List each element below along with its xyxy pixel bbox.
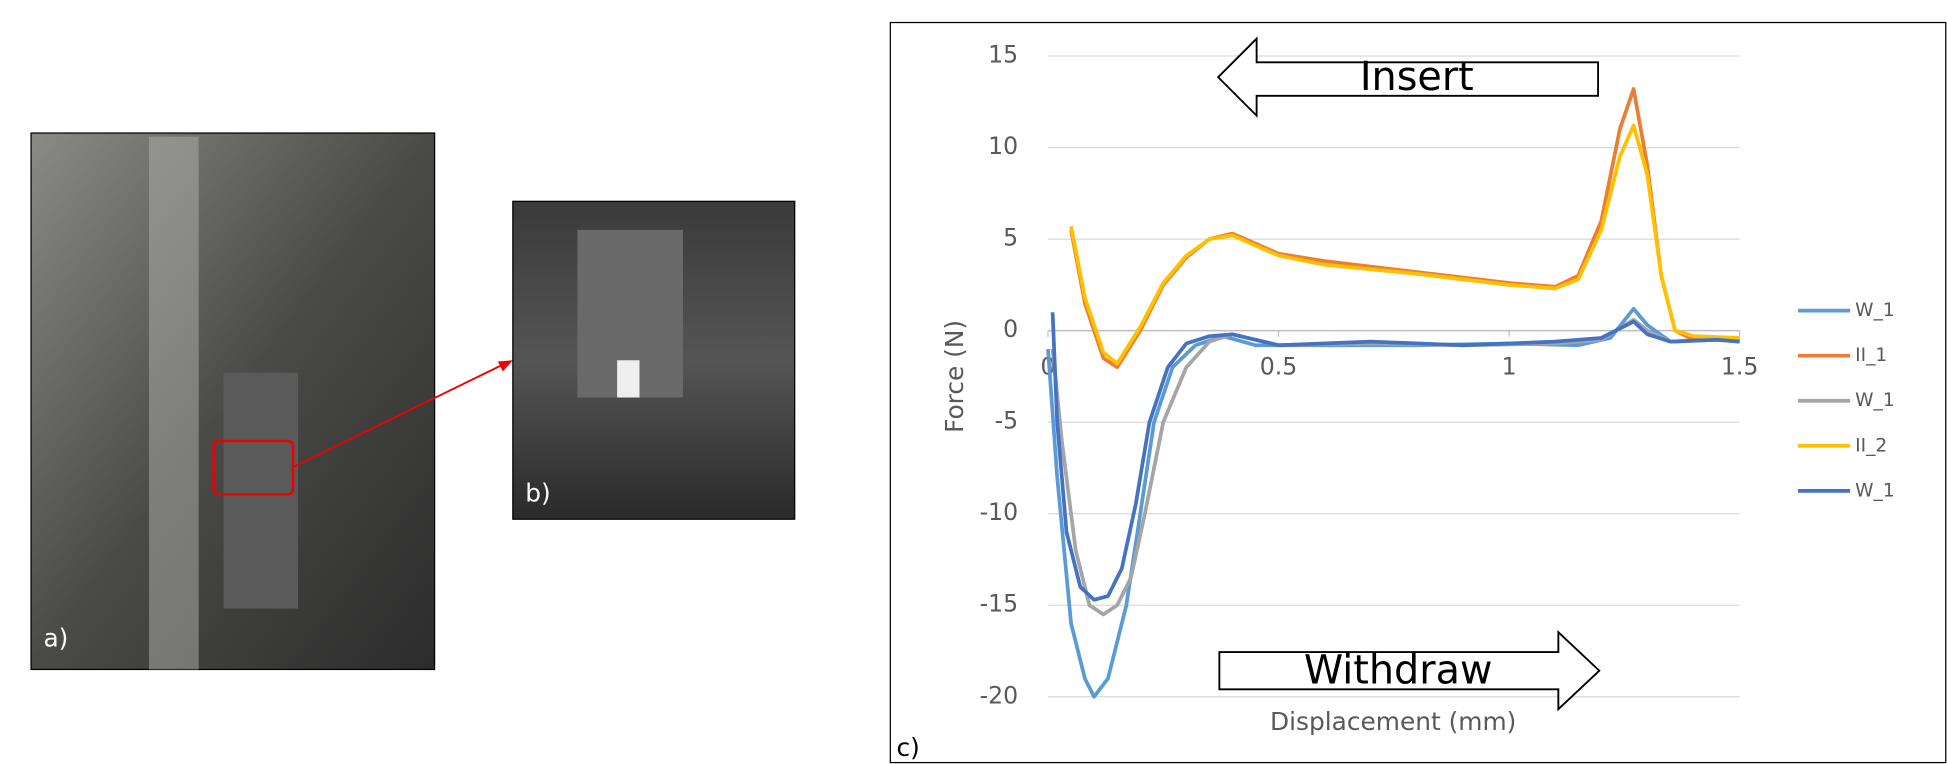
annotation: Insert xyxy=(1360,54,1474,100)
series-line xyxy=(1050,317,1740,617)
series-line xyxy=(1069,123,1740,366)
y-tick-label: 0 xyxy=(1003,315,1018,343)
withdraw-arrow xyxy=(1218,630,1601,712)
y-tick-label: 10 xyxy=(988,132,1018,160)
legend-label: II_1 xyxy=(1855,345,1887,366)
pointer-arrow-head xyxy=(497,360,513,372)
photo-a-detail xyxy=(223,372,299,609)
pointer-arrow xyxy=(292,363,505,468)
y-tick-label: -15 xyxy=(980,590,1019,618)
insert-arrow xyxy=(1216,36,1600,118)
panel-label: b) xyxy=(525,478,550,507)
photo-a-detail xyxy=(149,136,199,670)
y-tick-label: -10 xyxy=(980,498,1019,526)
y-axis-label: Force (N) xyxy=(940,320,969,433)
legend-label: W_1 xyxy=(1855,390,1895,411)
panel-label: a) xyxy=(43,624,68,653)
photo-b-detail xyxy=(617,360,640,398)
y-tick-label: 5 xyxy=(1003,224,1018,252)
legend-label: W_1 xyxy=(1855,480,1895,501)
highlight-box xyxy=(212,439,295,496)
x-axis-label: Displacement (mm) xyxy=(1270,707,1516,736)
plot xyxy=(1046,87,1740,699)
x-tick-label: 0.5 xyxy=(1260,352,1297,380)
y-tick-label: -5 xyxy=(995,407,1019,435)
legend-label: W_1 xyxy=(1855,300,1895,321)
x-tick-label: 1 xyxy=(1502,352,1517,380)
series-line xyxy=(1050,312,1740,602)
y-tick-label: 15 xyxy=(988,41,1018,69)
panel-label: c) xyxy=(897,733,920,762)
annotation: Withdraw xyxy=(1304,648,1493,694)
legend-label: II_2 xyxy=(1855,435,1887,456)
y-tick-label: -20 xyxy=(980,681,1019,709)
x-tick-label: 1.5 xyxy=(1721,352,1759,380)
chart-frame xyxy=(889,21,1947,764)
